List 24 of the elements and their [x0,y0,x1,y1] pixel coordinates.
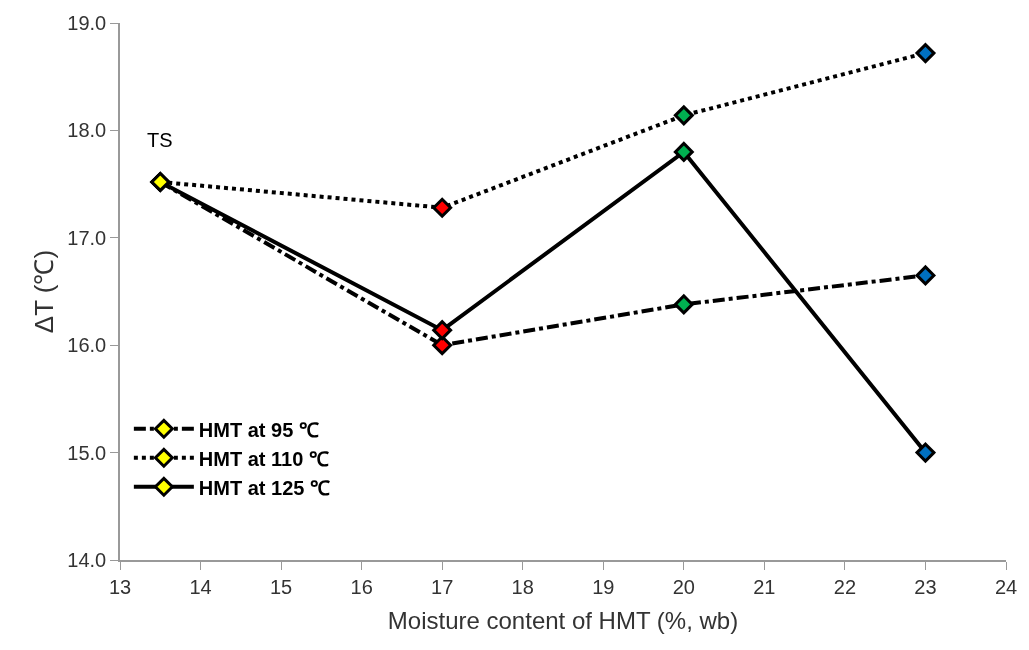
x-tick-label: 22 [833,575,857,598]
x-tick-label: 17 [431,575,454,598]
y-tick-label: 15.0 [67,441,107,464]
x-tick-label: 20 [672,575,695,598]
x-tick-label: 18 [511,575,534,598]
x-tick-label: 16 [350,575,373,598]
y-tick-label: 16.0 [67,334,107,357]
legend-label: HMT at 110 ℃ [198,447,329,470]
x-axis-title: Moisture content of HMT (%, wb) [387,606,739,634]
y-tick-label: 17.0 [67,226,107,249]
legend-label: HMT at 125 ℃ [198,476,331,499]
x-tick-label: 19 [592,575,615,598]
y-tick-label: 19.0 [67,12,107,34]
x-tick-label: 23 [914,575,937,598]
x-tick-label: 14 [189,575,212,598]
y-tick-label: 18.0 [67,119,107,142]
x-tick-label: 21 [753,575,776,598]
y-axis-title: ΔT (℃) [29,249,60,334]
legend-label: HMT at 95 ℃ [198,418,319,441]
annotation: TS [147,129,173,151]
y-tick-label: 14.0 [67,549,107,571]
x-tick-label: 13 [108,575,132,598]
x-tick-label: 15 [269,575,293,598]
x-tick-label: 24 [994,575,1018,598]
